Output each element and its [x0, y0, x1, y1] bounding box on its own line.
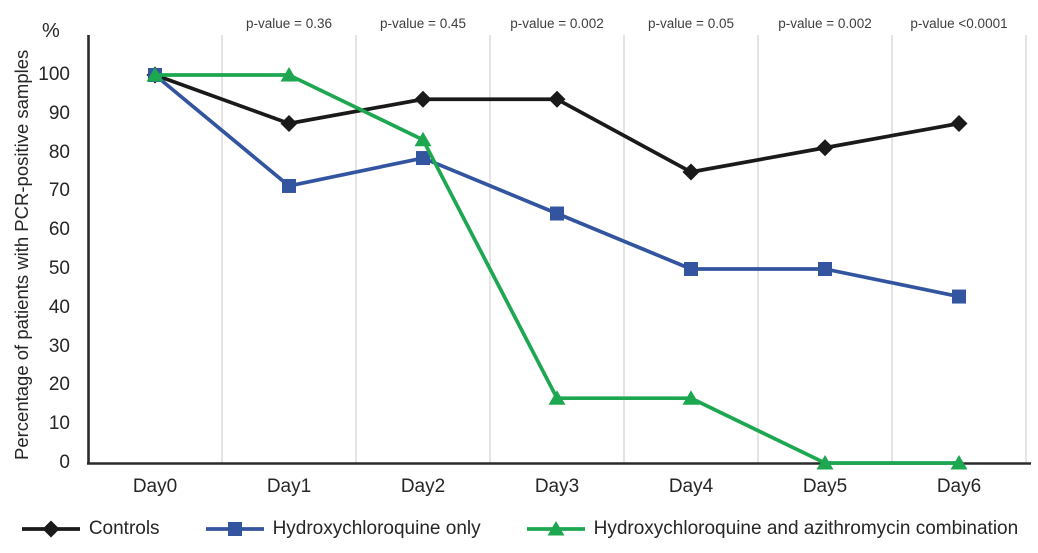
y-axis-tick-label: 10	[48, 413, 70, 435]
series-line-triangle	[155, 73, 959, 465]
data-point-triangle	[414, 131, 432, 147]
p-value-annotation: p-value = 0.002	[778, 16, 872, 31]
legend-item-label: Controls	[88, 518, 160, 539]
x-axis-tick-label: Day3	[534, 476, 580, 497]
y-axis-tick-label: 50	[48, 258, 70, 279]
x-axis-tick-label: Day4	[668, 476, 714, 497]
y-axis-unit-label: %	[42, 20, 60, 42]
data-point-diamond	[280, 115, 298, 132]
y-axis-tick-label: 80	[48, 141, 70, 163]
y-axis-tick-label: 20	[48, 374, 70, 396]
x-axis-tick-label: Day1	[266, 476, 312, 497]
legend-item: Controls	[20, 518, 160, 540]
y-axis-tick-label: 60	[48, 219, 70, 241]
legend-marker-diamond-icon	[21, 520, 80, 538]
data-point-triangle	[950, 455, 968, 470]
y-axis-tick-label: 30	[48, 335, 70, 357]
legend-item: Hydroxychloroquine only	[204, 518, 481, 540]
data-point-square	[684, 262, 698, 276]
legend: Controls Hydroxychloroquine only Hydroxych…	[0, 518, 1038, 540]
data-point-square	[952, 289, 966, 304]
series-line-square	[153, 73, 960, 299]
y-axis-tick-label: 0	[59, 452, 70, 473]
data-point-square	[818, 262, 832, 276]
p-value-annotation: p-value <0.0001	[910, 16, 1008, 31]
legend-marker-square-icon	[205, 522, 264, 536]
data-point-triangle	[548, 390, 566, 405]
legend-marker-triangle-icon	[526, 521, 585, 536]
x-axis-tick-label: Day2	[400, 476, 446, 497]
legend-item-label: Hydroxychloroquine only	[272, 518, 481, 539]
legend-item: Hydroxychloroquine and azithromycin comb…	[525, 518, 1019, 540]
y-axis-tick-label: 70	[48, 180, 70, 202]
data-point-diamond	[816, 139, 834, 157]
p-value-annotation: p-value = 0.002	[510, 16, 604, 31]
legend-item-label: Hydroxychloroquine and azithromycin comb…	[593, 518, 1019, 539]
series-line-diamond	[154, 73, 960, 174]
p-value-annotation: p-value = 0.05	[648, 16, 734, 31]
data-point-diamond	[548, 90, 566, 108]
data-point-triangle	[816, 455, 834, 470]
data-point-triangle	[146, 67, 164, 82]
data-point-square	[282, 178, 296, 193]
data-point-diamond	[950, 115, 968, 132]
data-point-square	[416, 151, 430, 166]
x-axis-tick-label: Day6	[936, 476, 982, 497]
x-axis-tick-label: Day0	[132, 476, 178, 497]
data-point-square	[550, 206, 564, 221]
x-axis-tick-label: Day5	[802, 476, 848, 497]
data-point-triangle	[682, 390, 700, 405]
data-point-diamond	[682, 163, 700, 181]
y-axis-tick-label: 100	[38, 64, 70, 85]
data-point-triangle	[280, 67, 298, 82]
y-axis-tick-label: 90	[48, 102, 70, 124]
p-value-annotation: p-value = 0.45	[380, 16, 466, 31]
p-value-annotation: p-value = 0.36	[246, 16, 332, 31]
data-point-diamond	[414, 90, 432, 108]
y-axis-tick-label: 40	[48, 296, 70, 318]
